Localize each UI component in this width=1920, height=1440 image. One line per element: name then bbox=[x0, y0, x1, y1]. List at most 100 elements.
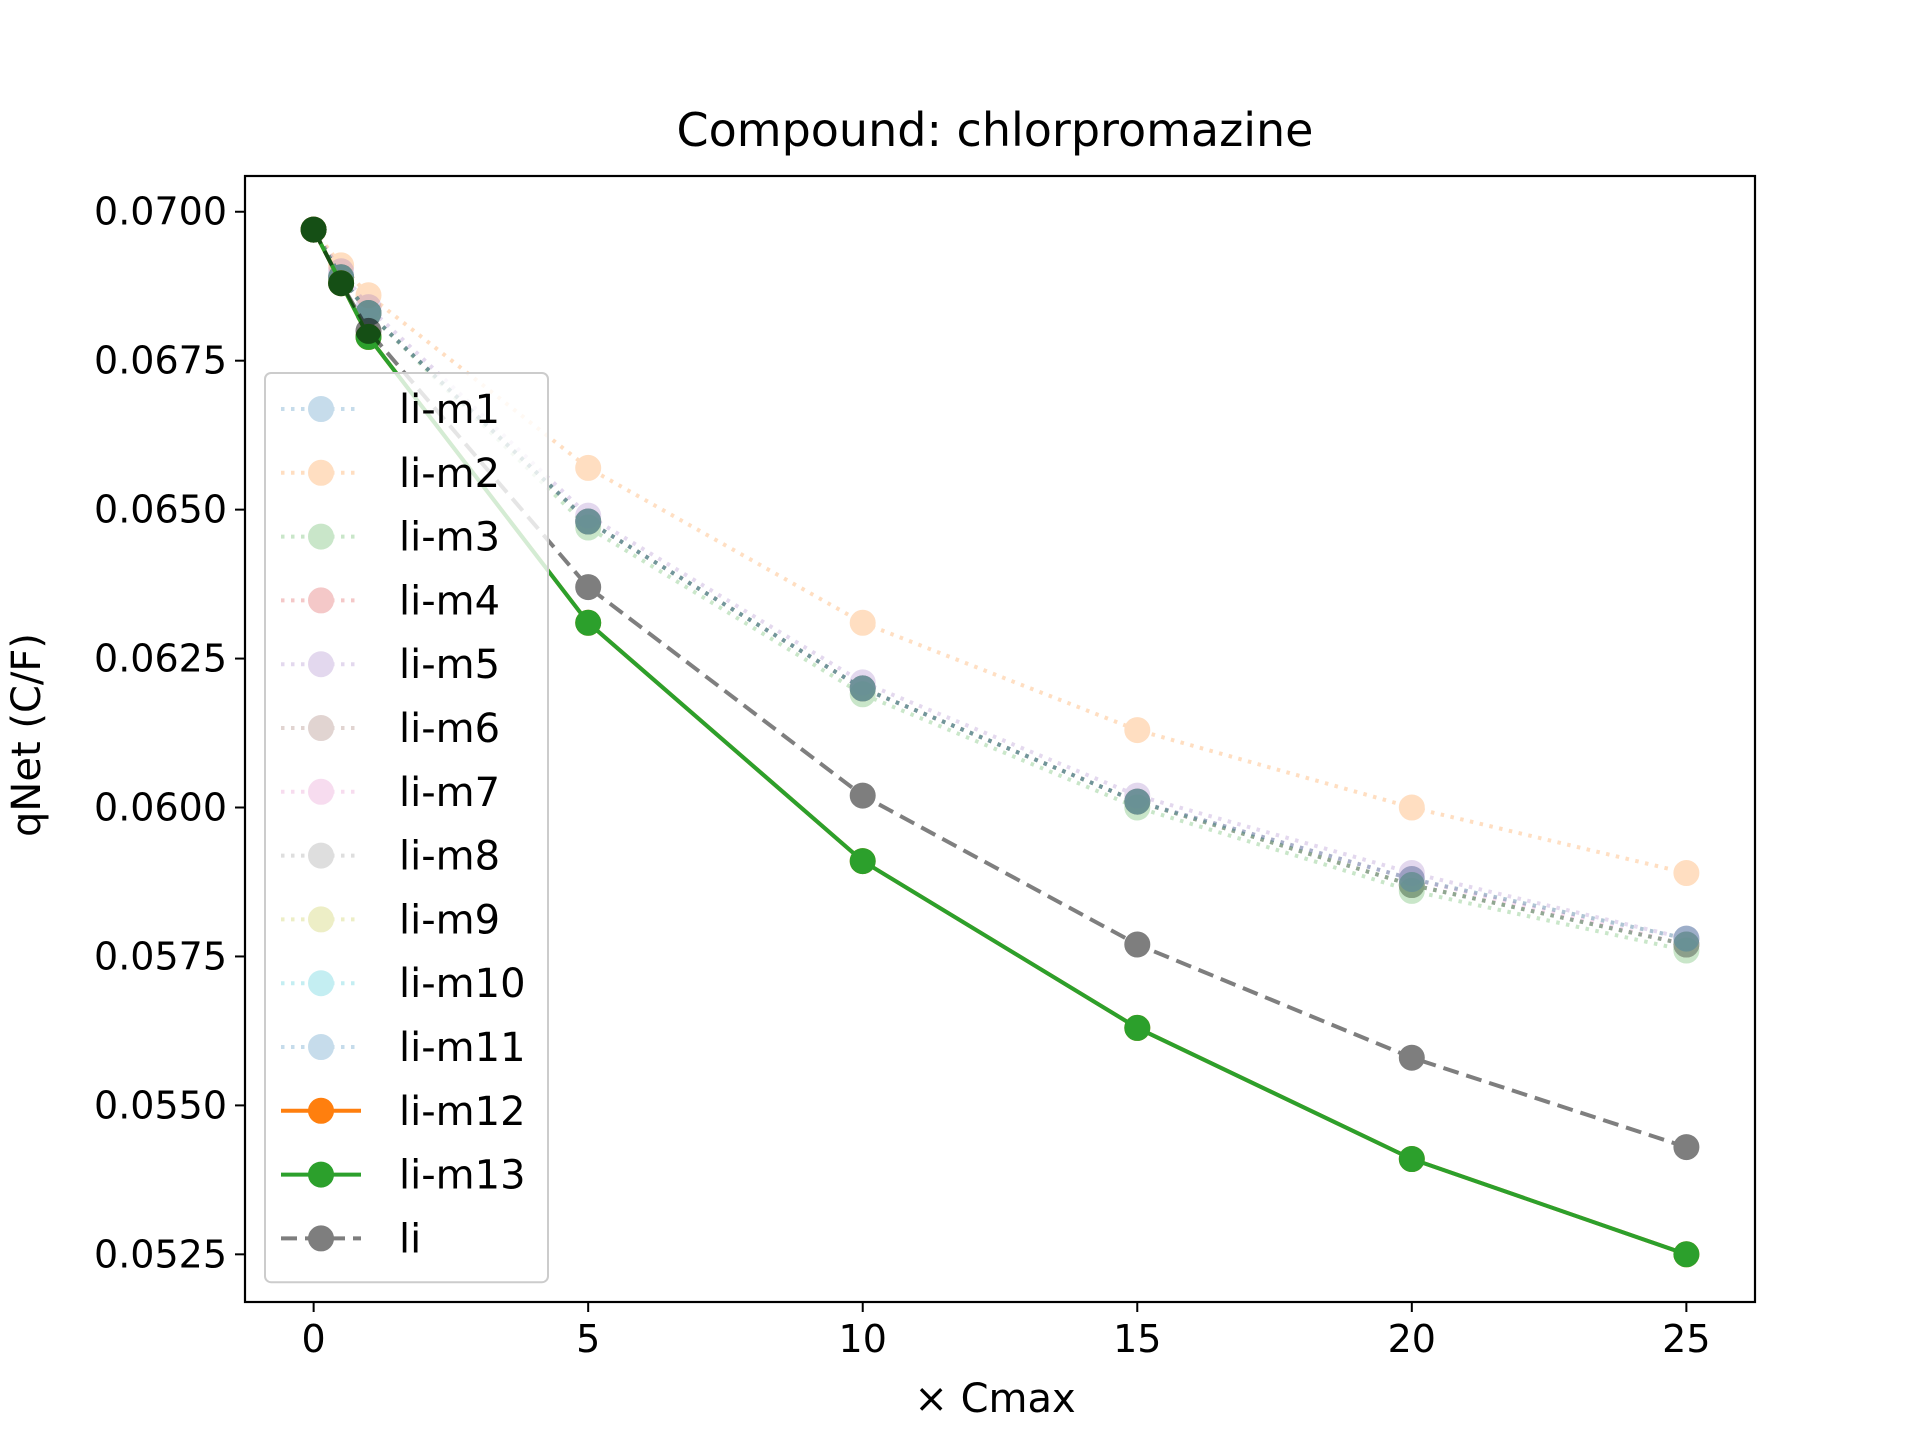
legend-entry-li-m9: li-m9 bbox=[281, 897, 500, 943]
legend-label-li-m10: li-m10 bbox=[399, 961, 526, 1007]
legend-swatch-li-m1 bbox=[281, 396, 361, 422]
data-point-li-m5-5 bbox=[1124, 782, 1151, 809]
y-tick-label: 0.0625 bbox=[94, 637, 227, 681]
data-point-li-m9-4 bbox=[849, 675, 876, 702]
legend-marker-li-m13 bbox=[308, 1161, 334, 1188]
data-point-li-m6-5 bbox=[1124, 788, 1151, 815]
data-point-li-m7-5 bbox=[1124, 788, 1151, 815]
data-point-li-m6-6 bbox=[1398, 872, 1425, 898]
legend-entry-li-m5: li-m5 bbox=[281, 642, 500, 688]
legend-swatch-li-m9 bbox=[281, 906, 361, 933]
data-point-li-m3-3 bbox=[575, 514, 602, 541]
legend-label-li-m6: li-m6 bbox=[399, 706, 500, 752]
data-point-li-m7-6 bbox=[1398, 866, 1425, 892]
data-point-li-m1-6 bbox=[1398, 872, 1425, 898]
data-point-li-m8-3 bbox=[575, 508, 602, 535]
legend-swatch-li-m6 bbox=[281, 715, 361, 741]
data-point-li-m5-7 bbox=[1673, 925, 1700, 952]
data-point-li-m13-4 bbox=[849, 848, 876, 875]
legend-box bbox=[264, 372, 549, 1284]
legend-swatch-li bbox=[281, 1225, 361, 1252]
legend-label-li-m4: li-m4 bbox=[399, 578, 500, 624]
data-point-li-2 bbox=[355, 317, 382, 344]
series-li bbox=[300, 216, 1700, 1161]
legend-label-li-m11: li-m11 bbox=[399, 1025, 526, 1071]
legend-entry-li-m8: li-m8 bbox=[281, 834, 500, 880]
data-point-li-m10-6 bbox=[1398, 872, 1425, 898]
legend-entry-li: li bbox=[281, 1216, 421, 1262]
y-tick-label: 0.0600 bbox=[94, 786, 227, 830]
data-point-li-m7-4 bbox=[849, 675, 876, 702]
legend-entry-li-m7: li-m7 bbox=[281, 770, 500, 816]
data-point-li-m1-5 bbox=[1124, 788, 1151, 815]
legend-entry-li-m12: li-m12 bbox=[281, 1089, 526, 1135]
legend: li-m1 li-m2 li-m3 li-m4 li-m5 li-m6 li-m7 li-m8… bbox=[264, 372, 549, 1284]
x-tick-label: 5 bbox=[576, 1317, 600, 1361]
plot-area bbox=[300, 216, 1700, 1268]
data-point-li-3 bbox=[575, 574, 602, 601]
data-point-li-1 bbox=[328, 270, 355, 297]
legend-marker-li-m8 bbox=[308, 842, 334, 869]
x-tick-label: 10 bbox=[839, 1317, 887, 1361]
legend-marker-li-m10 bbox=[308, 970, 334, 997]
legend-label-li-m5: li-m5 bbox=[399, 642, 500, 688]
data-point-li-m1-4 bbox=[849, 675, 876, 702]
legend-label-li-m13: li-m13 bbox=[399, 1153, 526, 1199]
legend-marker-li-m1 bbox=[308, 396, 334, 422]
data-point-li-m3-5 bbox=[1124, 794, 1151, 821]
legend-label-li-m3: li-m3 bbox=[399, 515, 500, 561]
legend-marker-li-m11 bbox=[308, 1034, 334, 1060]
legend-swatch-li-m13 bbox=[281, 1161, 361, 1188]
legend-swatch-li-m5 bbox=[281, 651, 361, 678]
legend-label-li-m9: li-m9 bbox=[399, 897, 500, 943]
data-point-li-m8-4 bbox=[849, 675, 876, 702]
legend-entry-li-m13: li-m13 bbox=[281, 1153, 526, 1199]
x-axis-label: × Cmax bbox=[914, 1376, 1075, 1422]
legend-marker-li-m9 bbox=[308, 906, 334, 933]
data-point-li-m2-3 bbox=[575, 454, 602, 481]
data-point-li-m5-6 bbox=[1398, 860, 1425, 886]
data-point-li-m8-6 bbox=[1398, 866, 1425, 892]
data-point-li-m4-6 bbox=[1398, 872, 1425, 898]
legend-marker-li-m12 bbox=[308, 1097, 334, 1124]
x-tick-label: 0 bbox=[302, 1317, 326, 1361]
legend-swatch-li-m2 bbox=[281, 459, 361, 486]
data-point-li-0 bbox=[300, 216, 327, 243]
data-point-li-m10-7 bbox=[1673, 931, 1700, 958]
data-point-li-m10-4 bbox=[849, 675, 876, 702]
data-point-li-m3-4 bbox=[849, 681, 876, 708]
legend-entry-li-m11: li-m11 bbox=[281, 1025, 526, 1071]
y-tick-label: 0.0700 bbox=[94, 190, 227, 234]
legend-marker-li-m3 bbox=[308, 523, 334, 550]
data-point-li-m11-5 bbox=[1124, 788, 1151, 815]
data-point-li-m2-4 bbox=[849, 609, 876, 636]
data-point-li-m10-3 bbox=[575, 508, 602, 535]
chart-title: Compound: chlorpromazine bbox=[677, 103, 1314, 157]
legend-entry-li-m3: li-m3 bbox=[281, 515, 500, 561]
data-point-li-7 bbox=[1673, 1134, 1700, 1161]
x-tick-label: 15 bbox=[1113, 1317, 1161, 1361]
series-line-li-m2 bbox=[312, 228, 1687, 875]
legend-entry-li-m1: li-m1 bbox=[281, 387, 500, 433]
data-point-li-m2-2 bbox=[355, 282, 382, 309]
data-point-li-m8-7 bbox=[1673, 925, 1700, 952]
data-point-li-m8-5 bbox=[1124, 788, 1151, 815]
data-point-li-m3-7 bbox=[1673, 937, 1700, 964]
data-point-li-m4-7 bbox=[1673, 931, 1700, 958]
y-tick-label: 0.0525 bbox=[94, 1232, 227, 1276]
legend-swatch-li-m11 bbox=[281, 1034, 361, 1060]
data-point-li-6 bbox=[1398, 1044, 1425, 1071]
legend-marker-li-m7 bbox=[308, 778, 334, 805]
data-point-li-m6-3 bbox=[575, 508, 602, 535]
legend-label-li-m7: li-m7 bbox=[399, 770, 500, 816]
legend-swatch-li-m3 bbox=[281, 523, 361, 550]
data-point-li-m5-4 bbox=[849, 669, 876, 696]
data-point-li-m7-7 bbox=[1673, 931, 1700, 958]
series-line-li bbox=[311, 228, 1688, 1150]
data-point-li-m13-3 bbox=[575, 609, 602, 636]
data-point-li-m2-7 bbox=[1673, 860, 1700, 886]
data-point-li-m9-7 bbox=[1673, 931, 1700, 958]
axes: 0 5 10 15 20 25 0.0525 0.0550 0.0575 0.0600 0.0625… bbox=[94, 174, 1757, 1361]
y-axis-label: qNet (C/F) bbox=[4, 633, 50, 837]
